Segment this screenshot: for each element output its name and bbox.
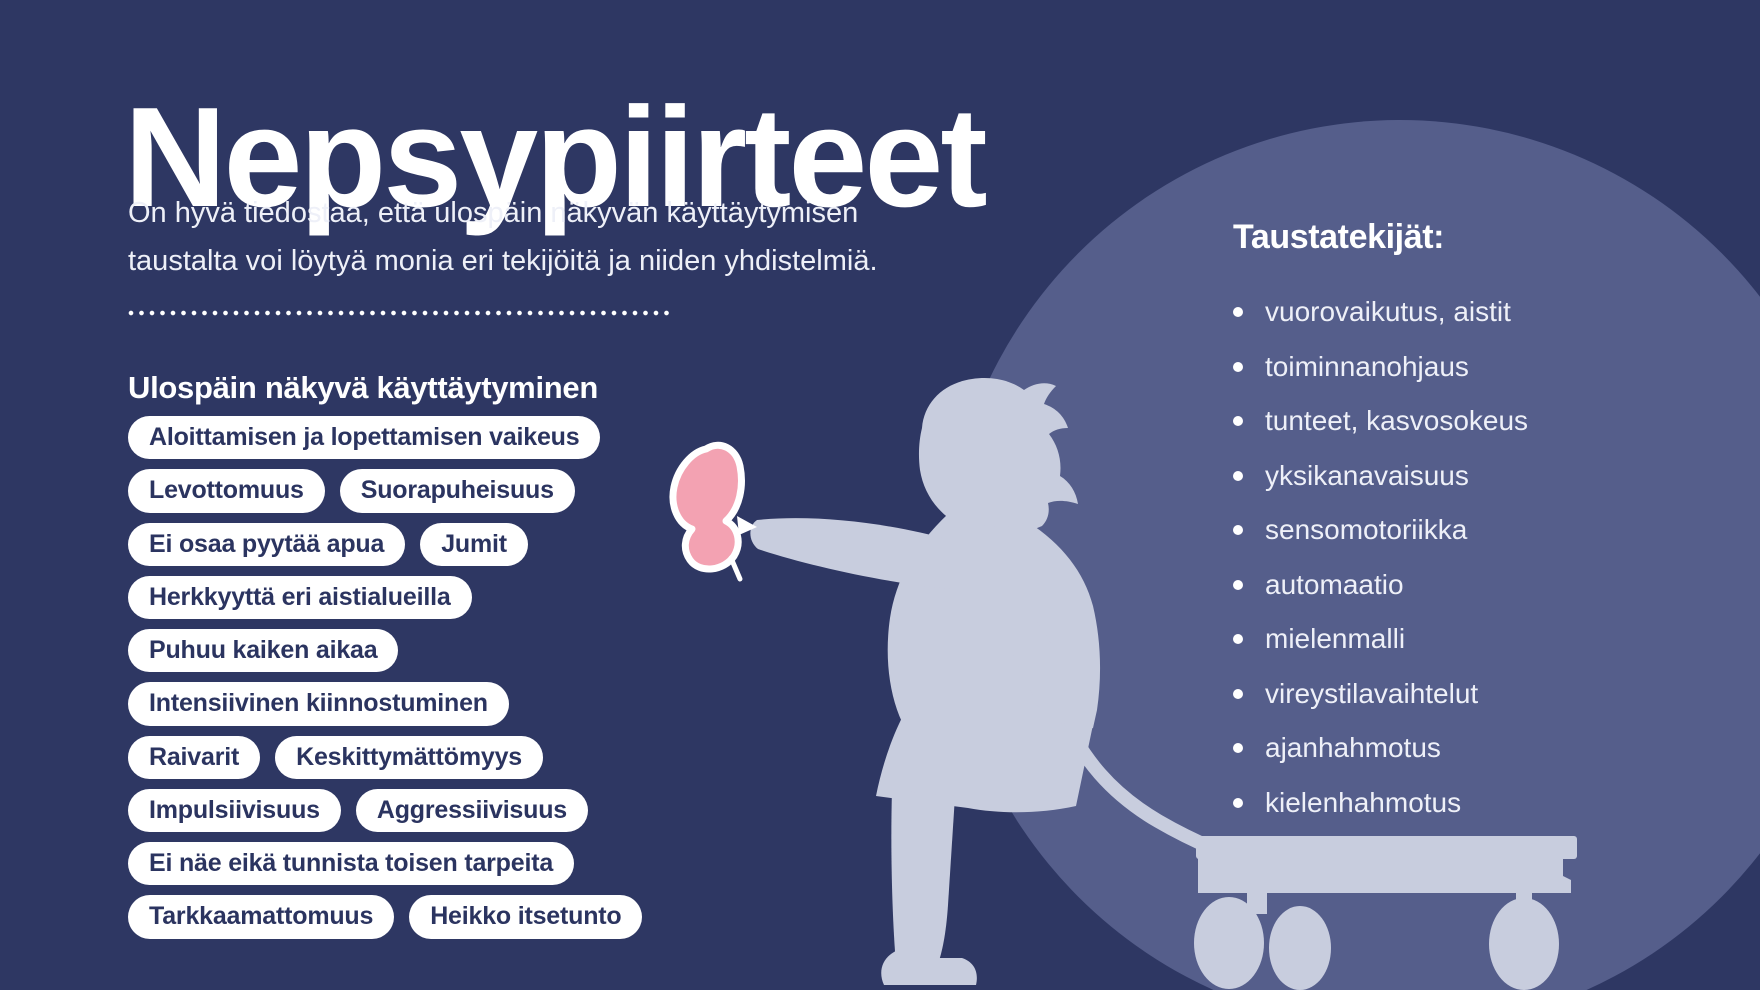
factor-label: ajanhahmotus	[1265, 732, 1441, 764]
factor-label: sensomotoriikka	[1265, 514, 1468, 546]
bullet-dot-icon	[1233, 797, 1243, 808]
behavior-pill: Raivarit	[128, 735, 261, 779]
bullet-dot-icon	[1233, 361, 1243, 372]
factors-section: Taustatekijät: vuorovaikutus, aistit toim…	[1233, 218, 1653, 830]
factor-list-item: toiminnanohjaus	[1233, 340, 1653, 395]
bullet-dot-icon	[1233, 634, 1243, 645]
factor-label: yksikanavaisuus	[1265, 459, 1469, 491]
behavior-pill: Keskittymättömyys	[275, 735, 543, 779]
factor-label: automaatio	[1265, 568, 1404, 600]
bullet-dot-icon	[1233, 688, 1243, 699]
behavior-pill-row: Herkkyyttä eri aistialueilla	[128, 575, 688, 619]
behavior-pill-row: Intensiivinen kiinnostuminen	[128, 682, 688, 726]
behavior-pill: Tarkkaamattomuus	[128, 895, 395, 939]
bullet-dot-icon	[1233, 579, 1243, 590]
behavior-pill: Jumit	[420, 522, 528, 566]
factor-label: kielenhahmotus	[1265, 786, 1462, 818]
behavior-pill: Heikko itsetunto	[409, 895, 643, 939]
intro-line-1: On hyvä tiedostaa, että ulospäin näkyvän…	[128, 197, 859, 229]
bullet-dot-icon	[1233, 416, 1243, 427]
factor-label: toiminnanohjaus	[1265, 350, 1469, 382]
bullet-dot-icon	[1233, 743, 1243, 754]
factors-list: vuorovaikutus, aistit toiminnanohjaus tunt…	[1233, 285, 1653, 830]
factor-list-item: yksikanavaisuus	[1233, 449, 1653, 504]
behavior-pill: Aloittamisen ja lopettamisen vaikeus	[128, 416, 601, 460]
behavior-pill-row: Ei osaa pyytää apua Jumit	[128, 522, 688, 566]
factor-list-item: kielenhahmotus	[1233, 776, 1653, 831]
factor-list-item: vuorovaikutus, aistit	[1233, 285, 1653, 340]
factor-label: vuorovaikutus, aistit	[1265, 296, 1511, 328]
behavior-pill-row: Impulsiivisuus Aggressiivisuus	[128, 788, 688, 832]
bullet-dot-icon	[1233, 307, 1243, 318]
factor-label: mielenmalli	[1265, 623, 1406, 655]
factor-label: tunteet, kasvosokeus	[1265, 405, 1529, 437]
factor-list-item: ajanhahmotus	[1233, 721, 1653, 776]
factor-label: vireystilavaihtelut	[1265, 677, 1479, 709]
factor-list-item: sensomotoriikka	[1233, 503, 1653, 558]
behavior-pill-row: Levottomuus Suorapuheisuus	[128, 469, 688, 513]
behavior-pill-row: Ei näe eikä tunnista toisen tarpeita	[128, 842, 688, 886]
behavior-pill: Aggressiivisuus	[355, 788, 588, 832]
behavior-pill-row: Tarkkaamattomuus Heikko itsetunto	[128, 895, 688, 939]
page-title: Nepsypiirteet	[124, 78, 988, 238]
intro-line-2: taustalta voi löytyä monia eri tekijöitä…	[128, 245, 878, 277]
behavior-pill: Suorapuheisuus	[339, 469, 575, 513]
behavior-pill: Herkkyyttä eri aistialueilla	[128, 575, 472, 619]
factor-list-item: mielenmalli	[1233, 612, 1653, 667]
factor-list-item: automaatio	[1233, 558, 1653, 613]
factor-list-item: vireystilavaihtelut	[1233, 667, 1653, 722]
behavior-pill: Intensiivinen kiinnostuminen	[128, 682, 509, 726]
bullet-dot-icon	[1233, 525, 1243, 536]
behavior-pill-row: Aloittamisen ja lopettamisen vaikeus	[128, 416, 688, 460]
bullet-dot-icon	[1233, 470, 1243, 481]
behavior-pill: Ei näe eikä tunnista toisen tarpeita	[128, 842, 575, 886]
behavior-pill: Puhuu kaiken aikaa	[128, 629, 399, 673]
factor-list-item: tunteet, kasvosokeus	[1233, 394, 1653, 449]
behavior-pill-list: Aloittamisen ja lopettamisen vaikeus Levo…	[128, 416, 688, 939]
behavior-section-heading: Ulospäin näkyvä käyttäytyminen	[128, 369, 598, 405]
behavior-pill-row: Puhuu kaiken aikaa	[128, 629, 688, 673]
intro-paragraph: On hyvä tiedostaa, että ulospäin näkyvän…	[128, 189, 988, 285]
behavior-pill: Levottomuus	[128, 469, 325, 513]
behavior-pill-row: Raivarit Keskittymättömyys	[128, 735, 688, 779]
factors-heading: Taustatekijät:	[1233, 218, 1445, 256]
behavior-pill: Ei osaa pyytää apua	[128, 522, 406, 566]
behavior-pill: Impulsiivisuus	[128, 788, 341, 832]
dotted-divider	[128, 310, 670, 316]
